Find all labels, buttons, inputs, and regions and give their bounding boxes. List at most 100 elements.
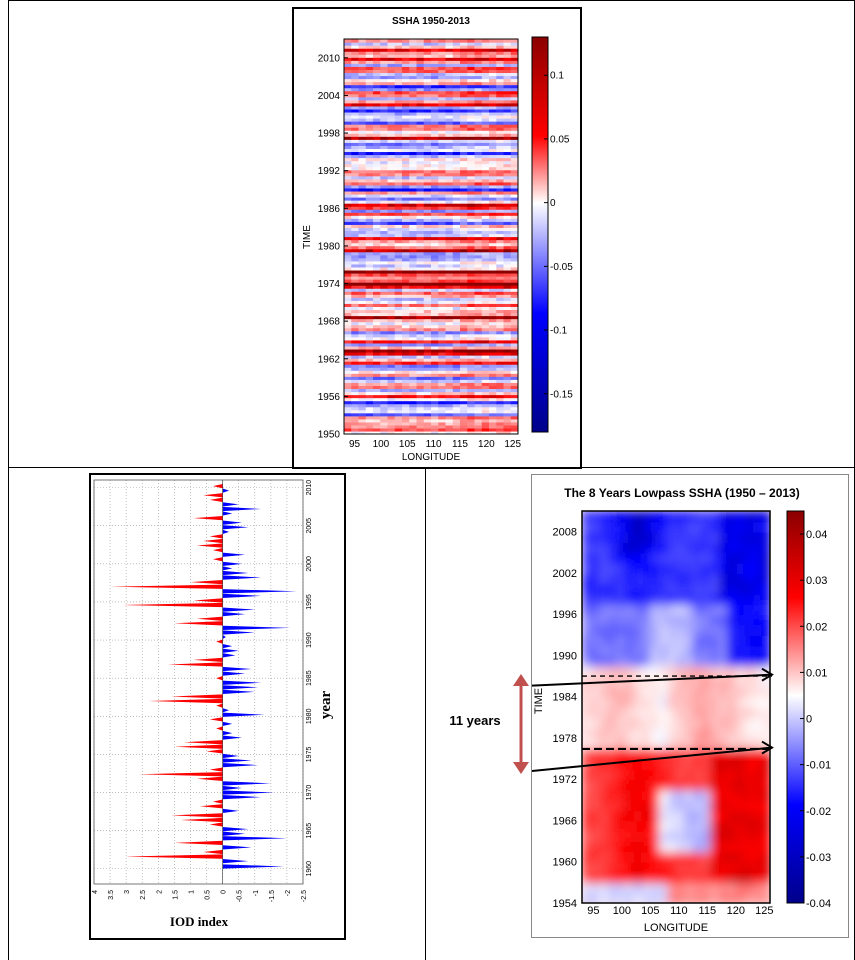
trend-arrow-head — [761, 740, 774, 755]
y-tick-label: 1970 — [306, 785, 313, 801]
chart-title: The 8 Years Lowpass SSHA (1950 – 2013) — [564, 486, 799, 500]
colorbar-tick-label: -0.15 — [550, 389, 573, 400]
iod-spike — [196, 776, 223, 781]
iod-spike — [222, 561, 242, 566]
iod-spike — [180, 817, 223, 823]
x-tick-label: 95 — [587, 905, 599, 917]
table-border-top — [8, 0, 855, 1]
colorbar-tick-label: -0.01 — [806, 760, 831, 772]
y-tick-label: 1998 — [318, 129, 341, 140]
iod-spike — [190, 580, 223, 585]
y-tick-label: 1960 — [306, 861, 313, 877]
x-tick-label: -1.5 — [269, 890, 276, 902]
bracket-arrow-down — [513, 762, 529, 774]
x-tick-label: 125 — [504, 439, 521, 450]
y-tick-label: 1962 — [318, 354, 341, 365]
x-tick-label: 115 — [452, 439, 468, 450]
iod-grid — [93, 480, 304, 884]
colorbar — [786, 510, 805, 904]
iod-spike — [222, 648, 239, 653]
iod-spike — [122, 602, 223, 608]
y-tick-label: 1996 — [553, 609, 577, 621]
iod-spike — [222, 794, 262, 800]
iod-spike — [222, 506, 262, 512]
colorbar-tick-label: 0.01 — [806, 667, 827, 679]
y-tick-label: 1986 — [318, 204, 341, 215]
table-col-divider — [425, 467, 426, 960]
iod-spike — [222, 566, 233, 571]
iod-spike — [174, 621, 223, 626]
iod-spike — [222, 653, 236, 658]
y-tick-label: 1954 — [553, 898, 577, 910]
y-tick-label: 1956 — [318, 392, 341, 403]
iod-spike — [216, 676, 223, 681]
x-tick-label: -0.5 — [237, 890, 244, 902]
x-tick-label: 125 — [755, 905, 773, 917]
iod-spike — [222, 864, 284, 869]
iod-spike — [184, 740, 223, 745]
iod-spike — [212, 547, 223, 553]
colorbar-tick-label: 0 — [806, 714, 812, 726]
x-tick-label: -1 — [253, 890, 260, 896]
x-tick-label: 2.5 — [140, 890, 147, 900]
iod-spike — [222, 730, 233, 736]
iod-spike — [222, 735, 242, 740]
iod-spike — [209, 822, 223, 827]
chart-title: SSHA 1950-2013 — [392, 16, 470, 27]
colorbar-tick-label: -0.05 — [550, 262, 573, 273]
iod-spike — [222, 708, 230, 713]
y-axis-label: TIME — [533, 688, 545, 714]
iod-spike — [222, 858, 249, 864]
x-tick-label: 110 — [670, 905, 688, 917]
y-tick-label: 1984 — [553, 692, 577, 704]
x-tick-label: 100 — [613, 905, 631, 917]
y-tick-label: 1950 — [318, 430, 341, 441]
iod-spike — [222, 589, 297, 594]
annotations — [531, 667, 774, 772]
iod-spike — [222, 785, 242, 791]
iod-spike — [222, 712, 265, 717]
iod-spike — [209, 497, 223, 502]
ssha-heatmap-chart: SSHA 1950-2013 1950195619621968197419801… — [302, 16, 573, 463]
iod-spike — [193, 515, 223, 521]
x-tick-label: 4 — [92, 890, 99, 894]
y-tick-label: 1985 — [306, 670, 313, 686]
iod-spike — [222, 836, 287, 841]
iod-spike — [212, 557, 223, 562]
iod-spike — [222, 808, 239, 813]
x-tick-label: 105 — [399, 439, 416, 450]
iod-spike — [174, 744, 223, 749]
heatmap-plot-area — [582, 511, 770, 903]
iod-spike — [110, 584, 223, 589]
lowpass-panel: The 8 Years Lowpass SSHA (1950 – 2013) 1… — [531, 474, 849, 938]
bracket-arrow-up — [513, 674, 529, 686]
y-tick-label: 2008 — [553, 527, 577, 539]
iod-spike — [222, 570, 249, 576]
trend-arrow-line — [531, 673, 773, 687]
iod-spike — [222, 502, 239, 507]
y-tick-label: 1990 — [306, 632, 313, 648]
iod-panel: 4 3.5 3 2.5 2 1.5 1 0.5 0 -0.5 -1 -1.5 -2 -2.5 1960 19… — [89, 473, 346, 940]
iod-spike — [222, 612, 246, 617]
colorbar-tick-label: -0.03 — [806, 852, 831, 864]
colorbar-tick-label: 0.03 — [806, 575, 827, 587]
colorbar-tick-label: 0.05 — [550, 134, 570, 145]
iod-spike — [222, 520, 242, 525]
iod-spike — [200, 804, 223, 809]
iod-spike — [203, 849, 223, 855]
iod-spike — [203, 538, 223, 544]
plot-frame — [343, 38, 519, 435]
x-tick-label: 105 — [641, 905, 659, 917]
x-tick-label: 95 — [349, 439, 361, 450]
y-tick-label: 1978 — [553, 733, 577, 745]
colorbar-tick-label: 0.02 — [806, 621, 827, 633]
colorbar — [531, 36, 549, 433]
iod-spike — [206, 749, 223, 754]
iod-spike — [209, 534, 223, 539]
y-tick-label: 1960 — [553, 857, 577, 869]
colorbar-tick-labels: 0.04 0.03 0.02 0.01 0 -0.01 -0.02 -0.03 -0.04 — [800, 529, 831, 910]
y-tick-label: 2002 — [553, 568, 577, 580]
colorbar-tick-label: -0.04 — [806, 898, 831, 910]
iod-spike — [222, 488, 230, 493]
iod-spike — [222, 634, 226, 640]
